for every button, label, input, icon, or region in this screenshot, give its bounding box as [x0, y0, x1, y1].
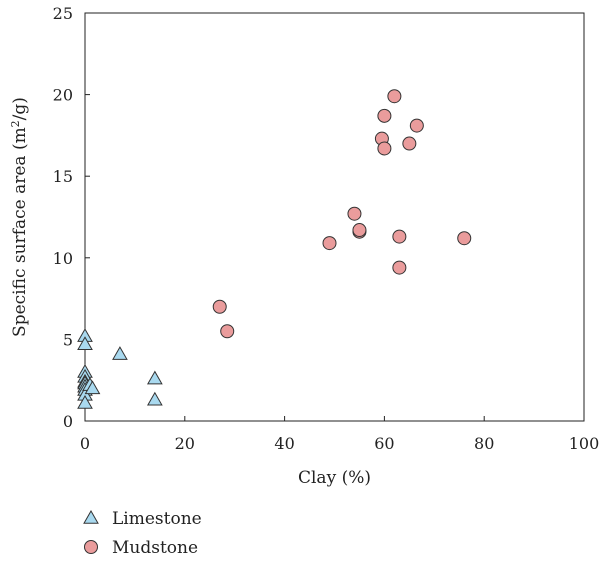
mudstone-point: [377, 108, 392, 123]
mudstone-point: [322, 236, 337, 251]
legend-mudstone-marker: [84, 540, 98, 554]
y-tick-label: 10: [53, 249, 73, 268]
limestone-point: [112, 346, 128, 360]
mudstone-point: [377, 141, 392, 156]
x-axis-ticks: 0 20 40 60 80 100: [80, 416, 599, 453]
mudstone-point: [402, 136, 417, 151]
mudstone-point: [387, 89, 402, 104]
y-tick-label: 15: [53, 167, 73, 186]
y-axis-ticks: 0 5 10 15 20 25: [53, 4, 90, 431]
x-tick-label: 40: [274, 434, 294, 453]
x-tick-label: 20: [175, 434, 195, 453]
limestone-point: [77, 395, 93, 409]
legend-triangle-icon: [83, 509, 99, 524]
data-points: [77, 89, 472, 409]
mudstone-point: [409, 118, 424, 133]
limestone-point: [77, 336, 93, 351]
x-tick-label: 100: [569, 434, 600, 453]
y-tick-label: 0: [63, 412, 73, 431]
plot-frame: [84, 12, 585, 422]
mudstone-point: [212, 299, 227, 314]
mudstone-point: [347, 206, 362, 221]
y-tick-label: 25: [53, 4, 73, 23]
x-axis-title: Clay (%): [298, 468, 371, 488]
mudstone-point: [220, 324, 235, 339]
mudstone-point: [457, 231, 472, 246]
mudstone-point: [392, 260, 407, 275]
limestone-point: [146, 391, 163, 406]
y-axis-title: Specific surface area (m2/g): [9, 97, 30, 337]
x-tick-label: 0: [80, 434, 90, 453]
x-tick-label: 60: [374, 434, 394, 453]
limestone-point: [146, 370, 163, 385]
legend-circle-icon: [84, 540, 98, 554]
mudstone-point: [352, 223, 367, 238]
y-tick-label: 5: [63, 330, 73, 349]
limestone-point: [84, 380, 101, 395]
legend-limestone-label: Limestone: [112, 509, 202, 529]
legend-mudstone-label: Mudstone: [112, 538, 198, 558]
y-tick-label: 20: [53, 86, 73, 105]
mudstone-point: [392, 229, 407, 244]
legend: Limestone Mudstone: [83, 509, 202, 558]
x-tick-label: 80: [474, 434, 494, 453]
legend-limestone-marker: [83, 509, 99, 524]
